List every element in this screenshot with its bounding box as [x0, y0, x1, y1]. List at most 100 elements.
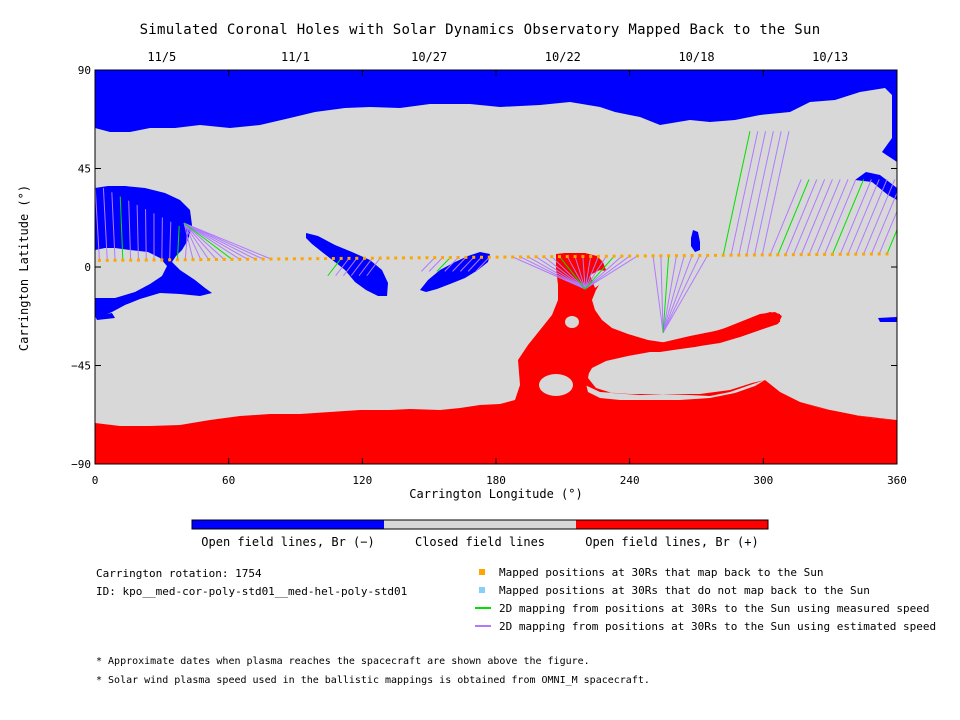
estimated-speed-line: [161, 217, 163, 260]
mapped-point: [721, 253, 725, 257]
mapped-point: [160, 258, 164, 262]
mapped-point: [308, 257, 312, 261]
mapped-point: [838, 252, 842, 256]
mapped-point: [285, 257, 289, 261]
right-edge-hole: [878, 317, 897, 322]
measured-speed-line: [183, 222, 233, 260]
mapped-positions: [97, 252, 889, 262]
mapped-point: [542, 255, 546, 259]
mapped-point: [519, 255, 523, 259]
mapped-point: [175, 258, 179, 262]
mapped-point: [713, 253, 717, 257]
x-axis-label: Carrington Longitude (°): [409, 487, 583, 501]
estimated-speed-line: [662, 255, 677, 333]
mid-coronal-hole-a: [306, 233, 388, 296]
estimated-speed-line: [792, 179, 826, 255]
top-date-label: 10/22: [545, 50, 581, 64]
mapped-point: [526, 255, 530, 259]
mapped-point: [612, 254, 616, 258]
estimated-speed-line: [183, 222, 217, 260]
colorbar: [191, 519, 769, 530]
estimated-speed-line: [145, 209, 147, 261]
measured-speed-line: [777, 179, 810, 256]
mapped-point: [409, 256, 413, 260]
mapped-point: [628, 254, 632, 258]
mapped-point: [394, 256, 398, 260]
mapped-point: [768, 253, 772, 257]
mapped-point: [495, 255, 499, 259]
estimated-speed-line: [551, 256, 586, 290]
estimated-speed-line: [444, 257, 459, 272]
estimated-speed-line: [111, 192, 116, 261]
estimated-speed-line: [566, 256, 586, 290]
mapped-point: [885, 252, 889, 256]
mapped-point: [589, 254, 593, 258]
mapped-point: [862, 252, 866, 256]
estimated-speed-line: [730, 131, 759, 256]
mapped-point: [784, 253, 788, 257]
estimated-speed-line: [358, 257, 373, 277]
estimated-speed-line: [808, 179, 841, 255]
y-tick-label: 90: [78, 64, 91, 77]
estimated-speed-line: [467, 256, 482, 272]
estimated-speed-line: [785, 179, 818, 255]
mapped-point: [635, 254, 639, 258]
mapped-point: [534, 255, 538, 259]
estimated-speed-line: [855, 179, 888, 255]
mapped-point: [214, 257, 218, 261]
closed-island-a: [539, 374, 573, 396]
closed-island-b: [565, 316, 579, 328]
estimated-speed-line: [878, 210, 897, 255]
top-date-label: 10/27: [411, 50, 447, 64]
mapped-point: [823, 252, 827, 256]
run-id: ID: kpo__med-cor-poly-std01__med-hel-pol…: [96, 585, 408, 598]
estimated-speed-line: [761, 131, 790, 256]
legend-label-not-mapped: Mapped positions at 30Rs that do not map…: [499, 584, 870, 597]
mapped-point: [776, 253, 780, 257]
estimated-speed-line: [800, 179, 833, 255]
mapped-point: [425, 256, 429, 260]
colorbar-label-positive: Open field lines, Br (+): [585, 535, 759, 549]
mapped-point: [363, 256, 367, 260]
mapped-point: [121, 258, 125, 262]
measured-speed-line: [436, 257, 451, 272]
north-coronal-hole: [95, 70, 897, 162]
estimated-speed-line: [769, 179, 802, 256]
mapped-point: [503, 255, 507, 259]
estimated-speed-line: [428, 257, 443, 272]
x-tick-label: 120: [352, 474, 372, 487]
mapped-point: [386, 256, 390, 260]
x-tick-label: 0: [92, 474, 99, 487]
mapped-point: [355, 256, 359, 260]
mapped-point: [222, 257, 226, 261]
mapped-point: [596, 254, 600, 258]
mapped-point: [136, 258, 140, 262]
estimated-speed-line: [452, 257, 467, 272]
y-ticks: [95, 69, 897, 465]
estimated-speed-line: [335, 258, 350, 277]
mapped-point: [674, 254, 678, 258]
measured-speed-line: [886, 228, 897, 255]
x-tick-label: 60: [222, 474, 235, 487]
mapped-point: [152, 258, 156, 262]
mapped-point: [752, 253, 756, 257]
measured-speed-line: [584, 255, 615, 290]
north-coronal-hole-lobe: [855, 172, 897, 200]
estimated-speed-line: [183, 222, 210, 260]
mapped-point: [706, 253, 710, 257]
y-tick-label: 0: [84, 261, 91, 274]
mapped-point: [682, 254, 686, 258]
estimated-speed-line: [662, 255, 709, 333]
estimated-speed-line: [847, 179, 880, 255]
mapped-point: [729, 253, 733, 257]
measured-speed-lines: [119, 131, 897, 333]
mapped-point: [300, 257, 304, 261]
mapped-point: [573, 254, 577, 258]
mapped-point: [667, 254, 671, 258]
estimated-speed-line: [459, 256, 475, 272]
estimated-speed-line: [584, 255, 638, 290]
colorbar-label-closed: Closed field lines: [414, 535, 546, 549]
top-date-label: 10/18: [678, 50, 714, 64]
tick-labels: 0 60 120 180 240 300 360 90 45 0 −45 −90 11/5 11/1 10/…: [71, 50, 907, 487]
estimated-speed-line: [475, 256, 490, 272]
